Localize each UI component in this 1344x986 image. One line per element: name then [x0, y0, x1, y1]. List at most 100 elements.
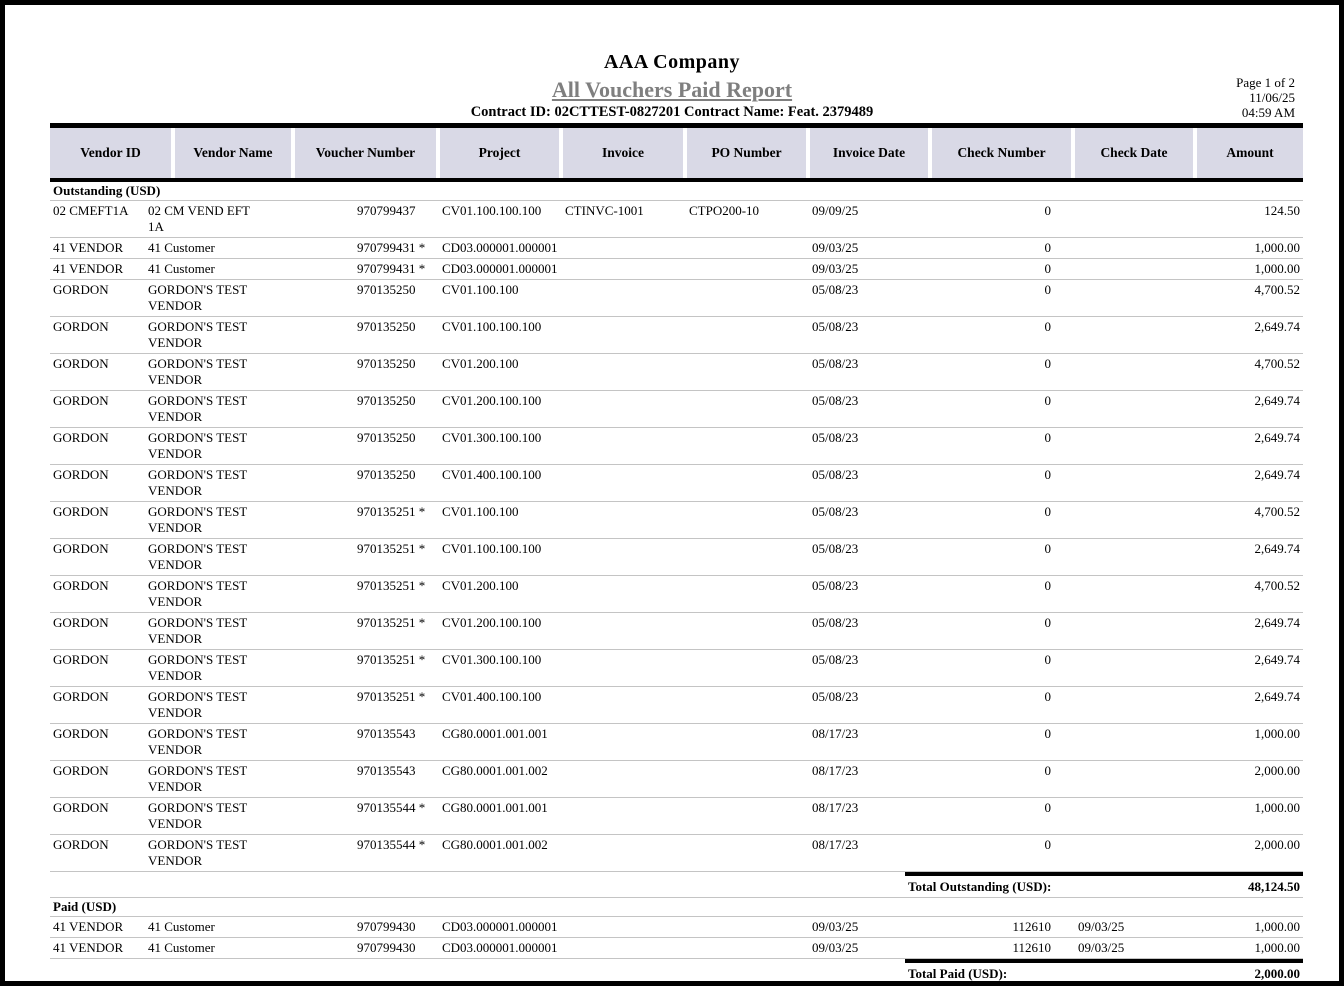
cell-voucher-number: 970799430: [357, 940, 416, 955]
cell-project: CV01.200.100.100: [442, 615, 542, 630]
cell-invoice: [565, 726, 689, 758]
cell-amount: 2,000.00: [1254, 837, 1301, 852]
cell-po-number: [689, 919, 812, 935]
section-label: Paid (USD): [50, 898, 1303, 917]
cell-check-date: [1053, 430, 1197, 462]
cell-project: CV01.400.100.100: [442, 467, 542, 482]
cell-voucher-number: 970135251 *: [357, 615, 426, 630]
cell-voucher-number: 970799437: [357, 203, 416, 218]
table-row: 41 VENDOR 41 Customer 970799430 CD03.000001…: [50, 917, 1303, 938]
cell-check-date: 09/03/25: [1078, 919, 1125, 934]
cell-amount: 1,000.00: [1254, 261, 1301, 276]
cell-invoice-date: 05/08/23: [812, 652, 859, 667]
cell-check-date: [1053, 282, 1197, 314]
cell-po-number: [689, 240, 812, 256]
cell-check-number: 0: [1044, 541, 1052, 556]
table-body: Outstanding (USD) 02 CMEFT1A 02 CM VEND EF…: [50, 182, 1303, 981]
cell-invoice-date: 08/17/23: [812, 837, 859, 852]
cell-check-date: [1053, 689, 1197, 721]
cell-invoice-date: 05/08/23: [812, 356, 859, 371]
table-row: GORDON GORDON'S TEST VENDOR 970135251 * CV0…: [50, 576, 1303, 613]
cell-vendor-name: 41 Customer: [148, 240, 215, 255]
cell-check-date: [1053, 261, 1197, 277]
cell-check-date: [1053, 726, 1197, 758]
cell-amount: 2,649.74: [1254, 393, 1301, 408]
cell-invoice: [565, 541, 689, 573]
cell-vendor-name: GORDON'S TEST VENDOR: [148, 356, 248, 387]
cell-vendor-id: GORDON: [53, 615, 109, 630]
cell-invoice-date: 09/09/25: [812, 203, 859, 218]
cell-check-number: 0: [1044, 689, 1052, 704]
cell-vendor-id: GORDON: [53, 393, 109, 408]
cell-amount: 2,649.74: [1254, 430, 1301, 445]
cell-amount: 2,649.74: [1254, 319, 1301, 334]
cell-amount: 4,700.52: [1254, 282, 1301, 297]
cell-invoice-date: 05/08/23: [812, 541, 859, 556]
cell-voucher-number: 970135543: [357, 763, 416, 778]
cell-voucher-number: 970135251 *: [357, 578, 426, 593]
cell-check-date: [1053, 240, 1197, 256]
cell-po-number: [689, 504, 812, 536]
cell-check-date: [1053, 837, 1197, 869]
cell-check-date: [1053, 578, 1197, 610]
table-row: GORDON GORDON'S TEST VENDOR 970135251 * CV0…: [50, 650, 1303, 687]
cell-po-number: [689, 652, 812, 684]
header-bottom-rule: [50, 178, 1303, 182]
total-row: Total Outstanding (USD): 48,124.50: [50, 872, 1303, 898]
cell-vendor-name: 41 Customer: [148, 261, 215, 276]
cell-voucher-number: 970799431 *: [357, 261, 426, 276]
cell-vendor-name: GORDON'S TEST VENDOR: [148, 652, 248, 683]
cell-vendor-name: GORDON'S TEST VENDOR: [148, 430, 248, 461]
cell-project: CG80.0001.001.002: [442, 763, 548, 778]
cell-vendor-id: 41 VENDOR: [53, 919, 124, 934]
cell-po-number: [689, 726, 812, 758]
cell-vendor-id: GORDON: [53, 430, 109, 445]
cell-amount: 1,000.00: [1254, 240, 1301, 255]
cell-vendor-name: GORDON'S TEST VENDOR: [148, 800, 248, 831]
cell-amount: 2,649.74: [1254, 689, 1301, 704]
cell-check-number: 0: [1044, 615, 1052, 630]
cell-invoice-date: 05/08/23: [812, 430, 859, 445]
cell-amount: 2,649.74: [1254, 652, 1301, 667]
cell-voucher-number: 970135251 *: [357, 689, 426, 704]
table-row: 02 CMEFT1A 02 CM VEND EFT 1A 970799437 CV01…: [50, 201, 1303, 238]
cell-check-date: [1053, 541, 1197, 573]
cell-invoice-date: 08/17/23: [812, 763, 859, 778]
column-header-check-date: Check Date: [1075, 128, 1197, 178]
cell-project: CD03.000001.000001: [442, 261, 558, 276]
cell-invoice-date: 05/08/23: [812, 578, 859, 593]
cell-invoice: [565, 282, 689, 314]
cell-po-number: [689, 837, 812, 869]
cell-invoice-date: 09/03/25: [812, 240, 859, 255]
column-header-po-number: PO Number: [687, 128, 810, 178]
cell-invoice: [565, 240, 689, 256]
cell-invoice-date: 08/17/23: [812, 800, 859, 815]
report-date: 11/06/25: [1249, 90, 1295, 105]
cell-vendor-name: 02 CM VEND EFT 1A: [148, 203, 250, 234]
cell-invoice: [565, 940, 689, 956]
cell-vendor-id: GORDON: [53, 282, 109, 297]
cell-invoice: [565, 919, 689, 935]
table-row: GORDON GORDON'S TEST VENDOR 970135543 CG80.…: [50, 761, 1303, 798]
cell-vendor-name: GORDON'S TEST VENDOR: [148, 615, 248, 646]
cell-po-number: [689, 430, 812, 462]
cell-check-date: [1053, 800, 1197, 832]
cell-invoice: [565, 393, 689, 425]
cell-voucher-number: 970135543: [357, 726, 416, 741]
report-table: Vendor ID Vendor Name Voucher Number Projec…: [50, 123, 1303, 981]
table-header-row: Vendor ID Vendor Name Voucher Number Projec…: [50, 128, 1303, 178]
cell-amount: 4,700.52: [1254, 504, 1301, 519]
cell-check-number: 0: [1044, 282, 1052, 297]
cell-voucher-number: 970799430: [357, 919, 416, 934]
table-row: GORDON GORDON'S TEST VENDOR 970135543 CG80.…: [50, 724, 1303, 761]
table-row: GORDON GORDON'S TEST VENDOR 970135251 * CV0…: [50, 687, 1303, 724]
cell-amount: 2,649.74: [1254, 541, 1301, 556]
table-row: GORDON GORDON'S TEST VENDOR 970135250 CV01.…: [50, 280, 1303, 317]
cell-vendor-name: GORDON'S TEST VENDOR: [148, 763, 248, 794]
table-row: GORDON GORDON'S TEST VENDOR 970135251 * CV0…: [50, 613, 1303, 650]
cell-vendor-id: 41 VENDOR: [53, 940, 124, 955]
cell-project: CV01.400.100.100: [442, 689, 542, 704]
cell-invoice: [565, 356, 689, 388]
table-row: GORDON GORDON'S TEST VENDOR 970135250 CV01.…: [50, 317, 1303, 354]
cell-po-number: [689, 319, 812, 351]
